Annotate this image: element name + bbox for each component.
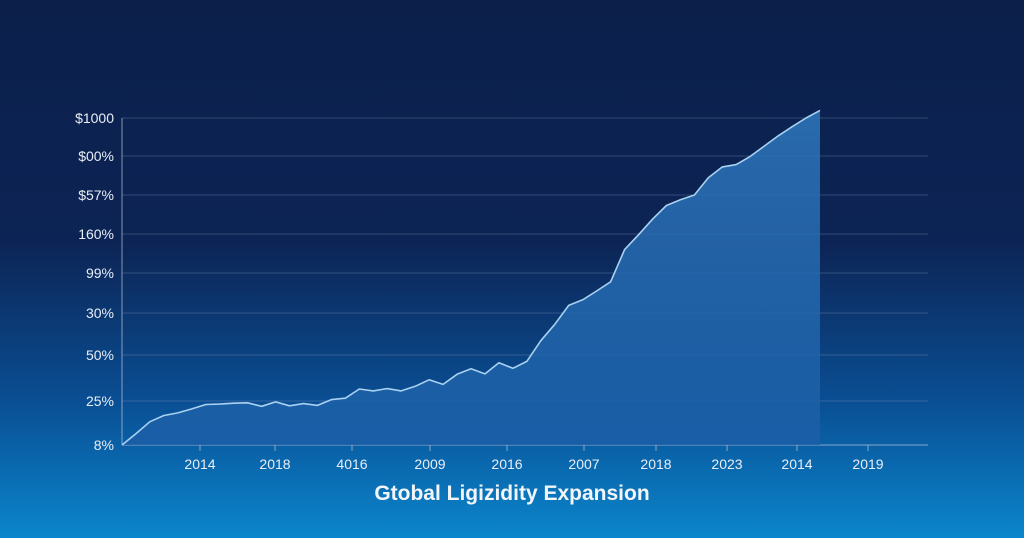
- y-tick-label: 25%: [86, 393, 114, 409]
- series-area: [121, 109, 821, 446]
- x-tick-label: 2007: [568, 456, 599, 472]
- y-tick-label: 160%: [78, 226, 114, 242]
- y-tick-label: $57%: [78, 187, 114, 203]
- y-tick-label: $00%: [78, 148, 114, 164]
- x-tick-label: 2023: [711, 456, 742, 472]
- chart-title: Gtobal Ligizidity Expansion: [374, 482, 650, 505]
- x-tick-label: 2014: [184, 456, 215, 472]
- y-tick-label: 8%: [94, 437, 114, 453]
- x-tick-label: 2018: [259, 456, 290, 472]
- x-tick-label: 2016: [491, 456, 522, 472]
- y-tick-label: 30%: [86, 305, 114, 321]
- y-tick-label: 50%: [86, 347, 114, 363]
- x-tick-label: 2009: [414, 456, 445, 472]
- y-tick-label: 99%: [86, 265, 114, 281]
- area-fill: [122, 110, 820, 446]
- x-tick-label: 4016: [336, 456, 367, 472]
- x-tick-label: 2014: [781, 456, 812, 472]
- y-axis-ticks: 8% 25% 50% 30% 99% 160% $57% $00% $1000: [75, 110, 114, 453]
- y-tick-label: $1000: [75, 110, 114, 126]
- x-axis-ticks: 2014 2018 4016 2009 2016 2007 2018 2023 2014 2019: [184, 445, 884, 472]
- x-tick-label: 2018: [640, 456, 671, 472]
- x-tick-label: 2019: [852, 456, 883, 472]
